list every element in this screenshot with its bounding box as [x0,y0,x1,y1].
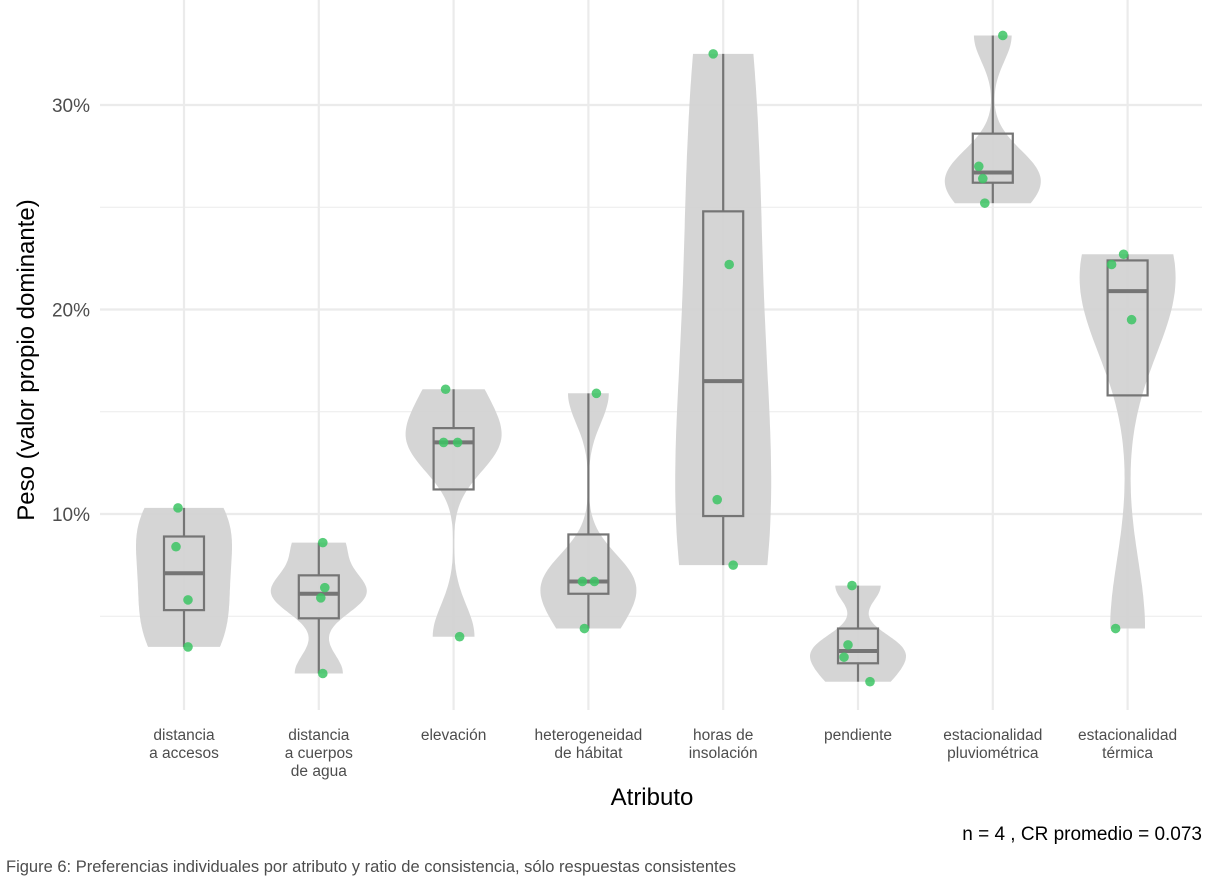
violin-5 [675,53,772,566]
data-point [974,161,984,172]
data-point [839,652,849,662]
violin-2 [270,542,367,674]
data-point [1126,314,1137,325]
data-point [589,576,600,587]
x-axis-title: Atributo [611,784,694,811]
y-tick-label: 10% [52,505,90,526]
x-tick-label: distancia a accesos [149,727,219,762]
data-point [452,437,463,448]
y-axis-title: Peso (valor propio dominante) [13,199,40,521]
data-point [577,576,588,587]
data-point [318,668,328,679]
violin-box-chart: 10% 20% 30% distancia a accesos distancia a c… [13,0,1202,845]
x-tick-labels: distancia a accesos distancia a cuerpos de a… [149,727,1177,780]
data-point [712,494,722,505]
data-point [454,631,465,642]
figure-caption: Figure 6: Preferencias individuales por … [6,858,737,876]
x-tick-label: elevación [421,727,487,744]
data-point [1118,249,1129,260]
box-5 [702,210,745,518]
data-point [865,676,875,687]
data-point [438,437,449,448]
y-tick-labels: 10% 20% 30% [52,96,90,526]
data-point [591,388,602,399]
x-tick-label: horas de insolación [689,727,758,762]
y-tick-label: 20% [52,301,90,322]
data-point [847,580,857,591]
data-point [173,503,183,513]
data-point [978,173,988,184]
data-point [1106,259,1117,270]
data-point [318,537,328,548]
violin-1 [136,507,232,647]
box-2 [297,574,340,620]
x-tick-label: heterogeneidad de hábitat [535,727,643,762]
data-point [724,259,734,270]
box-7 [971,132,1014,184]
box-4 [567,533,610,595]
chart-caption: n = 4 , CR promedio = 0.073 [962,824,1202,845]
data-point [579,623,590,634]
data-point [183,595,193,605]
data-point [440,384,451,395]
data-point [316,593,326,603]
data-point [843,640,853,650]
data-point [728,560,738,570]
data-point [980,198,990,208]
data-point [998,30,1008,41]
x-tick-label: pendiente [824,727,892,744]
x-tick-label: distancia a cuerpos de agua [285,727,353,780]
y-tick-label: 30% [52,96,90,117]
violin-8 [1079,254,1176,629]
x-tick-label: estacionalidad pluviométrica [943,727,1042,762]
data-point [1110,623,1121,634]
box-6 [836,627,880,665]
data-point [171,541,181,552]
data-points [171,30,1137,687]
violins [136,35,1176,682]
grid-lines [100,0,1202,710]
violin-3 [405,389,502,637]
data-point [183,642,193,652]
violin-6 [810,585,906,682]
data-point [708,49,718,59]
x-tick-label: estacionalidad térmica [1078,727,1177,762]
box-3 [432,427,475,491]
box-8 [1106,259,1149,397]
data-point [320,582,330,593]
